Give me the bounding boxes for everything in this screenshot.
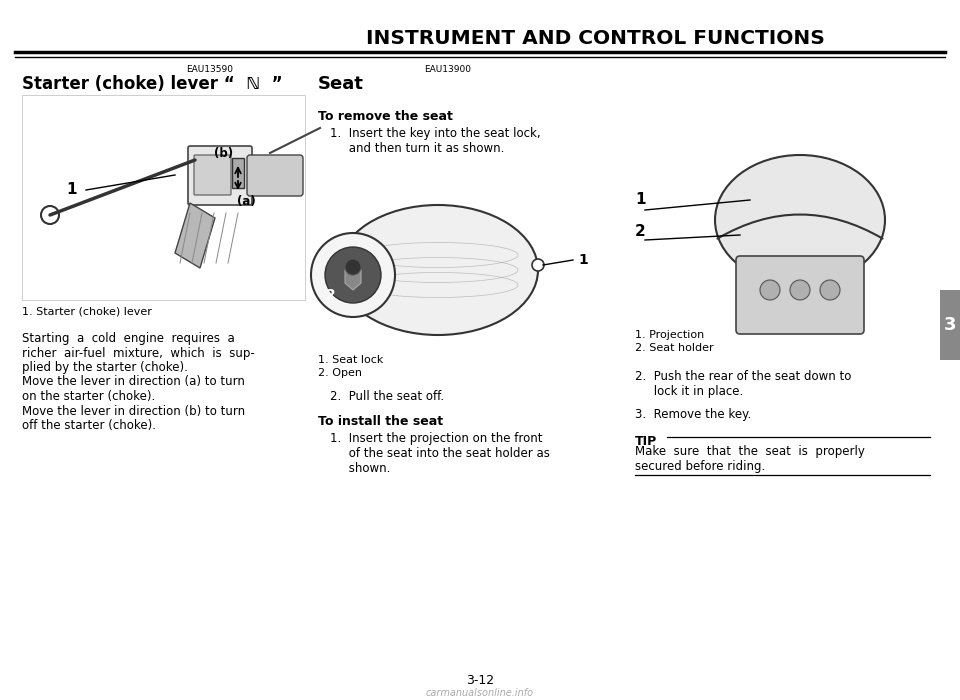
Text: 1. Seat lock: 1. Seat lock — [318, 355, 383, 365]
Text: 2.  Push the rear of the seat down to: 2. Push the rear of the seat down to — [635, 370, 852, 383]
Text: Move the lever in direction (a) to turn: Move the lever in direction (a) to turn — [22, 375, 245, 389]
Bar — [22, 95, 305, 300]
FancyBboxPatch shape — [736, 256, 864, 334]
Text: 1.  Insert the projection on the front: 1. Insert the projection on the front — [330, 432, 542, 445]
Circle shape — [325, 247, 381, 303]
Text: (b): (b) — [214, 146, 233, 160]
Circle shape — [820, 280, 840, 300]
FancyBboxPatch shape — [188, 146, 252, 205]
Text: on the starter (choke).: on the starter (choke). — [22, 390, 156, 403]
Text: Make  sure  that  the  seat  is  properly: Make sure that the seat is properly — [635, 445, 865, 458]
Text: 1. Projection: 1. Projection — [635, 330, 705, 340]
Text: TIP: TIP — [635, 435, 658, 448]
Text: 2. Open: 2. Open — [318, 368, 362, 378]
Text: richer  air-fuel  mixture,  which  is  sup-: richer air-fuel mixture, which is sup- — [22, 346, 254, 360]
Text: and then turn it as shown.: and then turn it as shown. — [330, 142, 504, 155]
Text: (a): (a) — [237, 195, 255, 209]
Text: secured before riding.: secured before riding. — [635, 460, 765, 473]
Circle shape — [790, 280, 810, 300]
Bar — [232, 158, 244, 188]
Text: off the starter (choke).: off the starter (choke). — [22, 419, 156, 432]
Text: 1: 1 — [578, 253, 588, 267]
Text: Starting  a  cold  engine  requires  a: Starting a cold engine requires a — [22, 332, 235, 345]
Text: plied by the starter (choke).: plied by the starter (choke). — [22, 361, 188, 374]
Text: To remove the seat: To remove the seat — [318, 110, 453, 123]
Circle shape — [532, 259, 544, 271]
Polygon shape — [345, 270, 361, 290]
Text: 3.  Remove the key.: 3. Remove the key. — [635, 408, 752, 421]
Text: 1: 1 — [635, 193, 645, 207]
Circle shape — [311, 233, 395, 317]
Text: 3-12: 3-12 — [466, 673, 494, 687]
Circle shape — [345, 259, 361, 275]
Text: EAU13900: EAU13900 — [424, 65, 471, 74]
Bar — [940, 290, 960, 360]
Text: Starter (choke) lever “  ℕ  ”: Starter (choke) lever “ ℕ ” — [22, 75, 282, 93]
Text: 1. Starter (choke) lever: 1. Starter (choke) lever — [22, 307, 152, 317]
Text: 2: 2 — [326, 288, 336, 302]
Text: 2.  Pull the seat off.: 2. Pull the seat off. — [330, 390, 444, 403]
FancyBboxPatch shape — [247, 155, 303, 196]
Text: Seat: Seat — [318, 75, 364, 93]
Text: 1: 1 — [67, 183, 77, 197]
Text: INSTRUMENT AND CONTROL FUNCTIONS: INSTRUMENT AND CONTROL FUNCTIONS — [366, 29, 825, 48]
FancyBboxPatch shape — [194, 155, 231, 195]
Circle shape — [760, 280, 780, 300]
Ellipse shape — [715, 155, 885, 285]
Text: lock it in place.: lock it in place. — [635, 385, 743, 398]
Ellipse shape — [338, 205, 538, 335]
Text: carmanualsonline.info: carmanualsonline.info — [426, 688, 534, 698]
Text: 2: 2 — [635, 225, 646, 239]
Text: 3: 3 — [944, 316, 956, 334]
Text: of the seat into the seat holder as: of the seat into the seat holder as — [330, 447, 550, 460]
Text: 2. Seat holder: 2. Seat holder — [635, 343, 713, 353]
Text: EAU13590: EAU13590 — [186, 65, 233, 74]
Circle shape — [41, 206, 59, 224]
FancyArrowPatch shape — [717, 214, 882, 239]
Text: Move the lever in direction (b) to turn: Move the lever in direction (b) to turn — [22, 405, 245, 417]
Text: shown.: shown. — [330, 462, 391, 475]
Text: To install the seat: To install the seat — [318, 415, 444, 428]
Polygon shape — [175, 203, 215, 268]
Text: 1.  Insert the key into the seat lock,: 1. Insert the key into the seat lock, — [330, 127, 540, 140]
